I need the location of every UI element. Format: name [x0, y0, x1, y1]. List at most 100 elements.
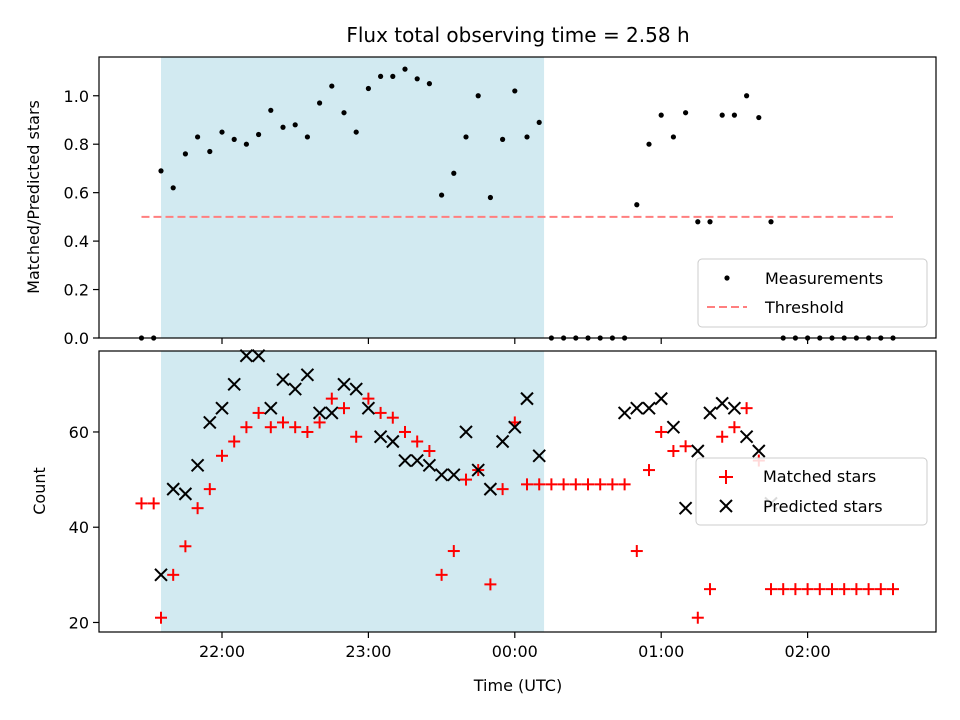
- measurement-point: [231, 136, 237, 142]
- bottom-y-axis-label: Count: [30, 467, 49, 515]
- legend-matched-label: Matched stars: [763, 467, 876, 486]
- top-y-tick-label: 0.0: [64, 329, 89, 348]
- matched-star-point: [643, 464, 655, 477]
- measurement-point: [658, 112, 664, 118]
- matched-star-point: [679, 440, 692, 453]
- matched-star-point: [338, 402, 350, 415]
- measurement-point: [487, 194, 493, 201]
- predicted-star-point: [715, 396, 729, 411]
- top-legend: Measurements Threshold: [697, 258, 928, 328]
- measurement-point: [414, 76, 420, 82]
- measurement-point: [439, 192, 445, 198]
- matched-star-point: [411, 435, 424, 448]
- measurement-point: [744, 93, 750, 99]
- matched-star-point: [765, 583, 777, 596]
- matched-star-point: [691, 611, 704, 624]
- measurement-point: [451, 170, 457, 176]
- predicted-star-point: [617, 406, 632, 420]
- predicted-star-point: [666, 420, 681, 434]
- measurement-point: [768, 219, 774, 225]
- matched-star-point: [582, 478, 594, 491]
- top-y-tick-label: 0.2: [64, 281, 89, 300]
- bottom-x-tick-label: 00:00: [492, 642, 538, 661]
- matched-star-point: [594, 478, 607, 491]
- predicted-star-point: [654, 391, 668, 406]
- matched-star-point: [655, 425, 668, 438]
- matched-star-point: [179, 540, 192, 553]
- measurement-point: [719, 112, 725, 118]
- predicted-star-point: [178, 487, 193, 501]
- top-plot-frame: [98, 56, 937, 339]
- matched-star-point: [740, 402, 753, 415]
- matched-star-point: [447, 545, 460, 558]
- measurement-point: [695, 219, 701, 225]
- predicted-star-point: [154, 568, 168, 582]
- predicted-star-point: [752, 444, 766, 458]
- measurement-point: [317, 100, 323, 106]
- matched-star-point: [147, 497, 160, 510]
- measurement-point: [182, 151, 188, 157]
- predicted-star-point: [203, 415, 217, 430]
- predicted-star-point: [349, 382, 363, 396]
- measurement-point: [756, 114, 762, 121]
- matched-star-point: [399, 425, 411, 438]
- measurement-point: [280, 124, 286, 130]
- matched-star-point: [252, 406, 265, 419]
- bottom-y-tick-label: 20: [69, 613, 89, 632]
- matched-star-point: [862, 583, 875, 596]
- matched-star-point: [386, 411, 399, 424]
- matched-star-point: [264, 421, 277, 434]
- predicted-star-point: [373, 430, 388, 444]
- measurement-point: [195, 134, 201, 140]
- matched-star-point: [545, 478, 558, 491]
- measurement-point: [536, 119, 542, 126]
- predicted-star-point: [398, 453, 412, 468]
- bottom-legend: Matched stars Predicted stars: [695, 457, 928, 526]
- predicted-star-point: [630, 401, 644, 415]
- bottom-plot-frame: [98, 350, 937, 633]
- measurement-point: [158, 168, 164, 174]
- matched-star-point: [813, 583, 826, 596]
- measurement-point: [426, 81, 432, 87]
- matched-star-point: [228, 435, 241, 448]
- predicted-star-point: [325, 406, 339, 420]
- top-y-tick-label: 0.4: [64, 232, 89, 251]
- bottom-y-tick-label: 60: [69, 423, 89, 442]
- bottom-x-tick-label: 22:00: [199, 642, 245, 661]
- matched-star-point: [630, 545, 643, 558]
- matched-star-point: [216, 449, 228, 462]
- predicted-star-point: [264, 401, 278, 415]
- predicted-star-point: [422, 458, 437, 473]
- predicted-star-point: [215, 401, 229, 415]
- predicted-star-point: [410, 453, 424, 468]
- predicted-star-point: [471, 463, 485, 477]
- measurement-point: [219, 129, 225, 135]
- predicted-star-point: [691, 444, 705, 458]
- matched-star-point: [135, 497, 148, 510]
- top-y-tick-label: 0.8: [64, 135, 89, 154]
- measurement-point: [256, 131, 262, 138]
- predicted-star-point: [300, 368, 315, 382]
- predicted-star-point: [520, 391, 534, 406]
- top-y-tick-label: 1.0: [64, 87, 89, 106]
- matched-star-point: [521, 478, 533, 491]
- predicted-star-point: [434, 468, 449, 482]
- matched-star-point: [533, 478, 546, 491]
- measurement-point: [341, 110, 347, 116]
- predicted-star-point: [166, 482, 180, 496]
- bottom-x-tick-label: 01:00: [638, 642, 684, 661]
- predicted-star-point: [739, 430, 754, 444]
- matched-star-point: [850, 583, 863, 596]
- matched-star-point: [301, 425, 314, 438]
- matched-star-point: [838, 583, 851, 596]
- top-panel: 0.0 0.2 0.4 0.6 0.8 1.0 Matched/Predicted sta…: [24, 56, 937, 348]
- measurement-point: [634, 202, 640, 208]
- predicted-star-point: [361, 401, 376, 415]
- matched-star-point: [801, 583, 814, 596]
- x-axis-label: Time (UTC): [473, 676, 562, 695]
- measurement-point: [402, 66, 408, 72]
- measurement-point: [170, 185, 176, 191]
- matched-star-point: [484, 578, 497, 591]
